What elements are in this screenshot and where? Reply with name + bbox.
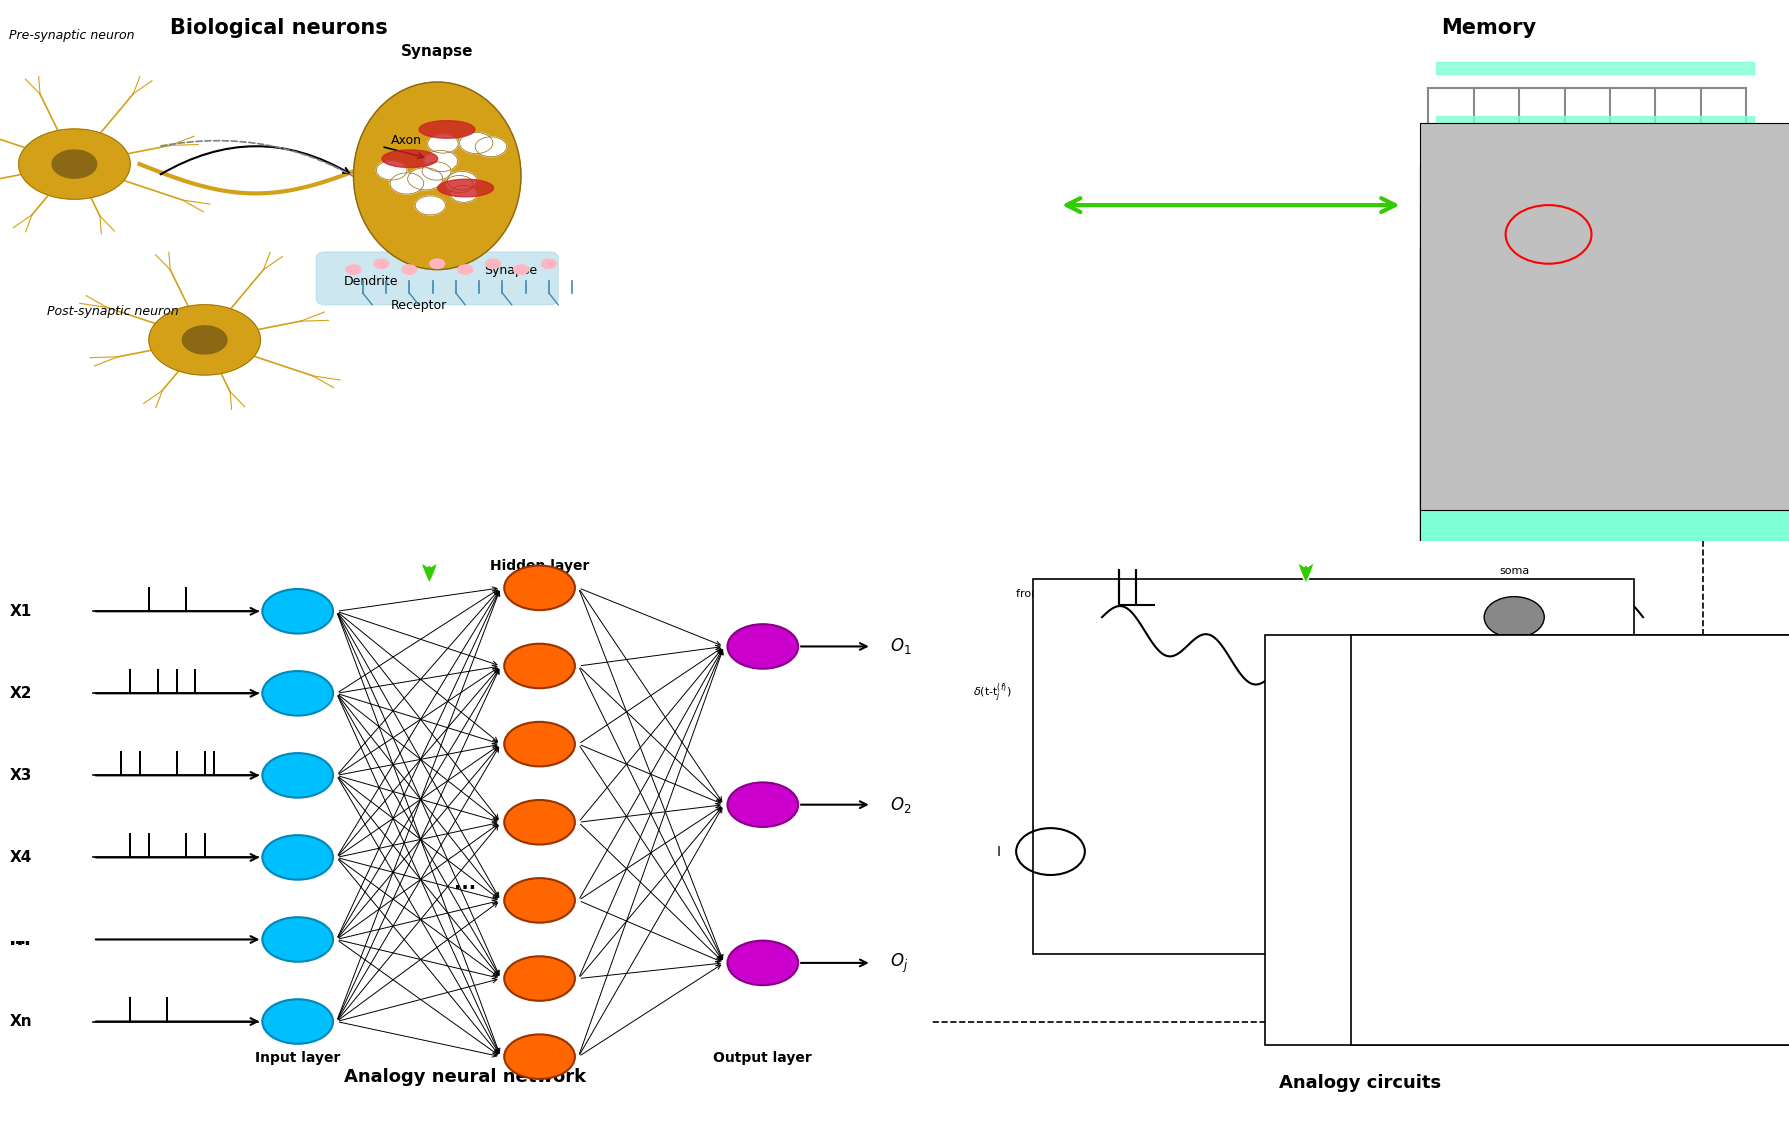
Text: Post-synaptic neuron: Post-synaptic neuron [47,304,179,318]
Circle shape [422,162,451,180]
Text: Hidden layer: Hidden layer [490,559,589,573]
Text: Axon: Axon [390,134,422,148]
Text: Analogy circuits: Analogy circuits [1279,1074,1440,1092]
FancyBboxPatch shape [1420,123,1789,509]
Text: C: C [1553,833,1562,846]
Text: PbS: PbS [1780,394,1789,405]
Circle shape [374,259,388,268]
Text: R: R [1465,827,1476,841]
FancyBboxPatch shape [1420,247,1789,633]
Circle shape [1485,596,1544,638]
Circle shape [485,259,501,268]
Text: Pre-synaptic neuron: Pre-synaptic neuron [9,29,134,43]
Circle shape [263,917,333,961]
Text: I(t): I(t) [1599,753,1617,763]
Text: Xn: Xn [9,1014,32,1029]
Text: synapse: synapse [1292,659,1336,669]
Circle shape [513,265,528,274]
FancyBboxPatch shape [1265,635,1789,1045]
Circle shape [345,265,361,274]
Text: X2: X2 [9,686,32,701]
Circle shape [263,671,333,716]
FancyBboxPatch shape [691,394,1789,1127]
Text: X3: X3 [9,767,32,783]
Text: ZnO: ZnO [1780,354,1789,364]
Circle shape [429,259,445,268]
Text: Synapse: Synapse [483,264,537,277]
Circle shape [542,259,556,268]
Text: Output layer: Output layer [714,1050,812,1065]
Circle shape [447,171,478,190]
Text: I: I [996,844,1002,859]
Text: Memory: Memory [1440,18,1537,37]
Circle shape [263,835,333,880]
Polygon shape [52,150,97,178]
Text: $O_1$: $O_1$ [891,637,912,656]
Circle shape [415,196,445,215]
Text: Al: Al [1780,477,1789,487]
Circle shape [458,265,472,274]
FancyBboxPatch shape [317,252,558,304]
Polygon shape [182,326,227,354]
Circle shape [504,644,574,689]
Text: $\delta$(t-t$_j^{(f)}$): $\delta$(t-t$_j^{(f)}$) [973,682,1013,706]
Circle shape [445,176,472,193]
Circle shape [504,722,574,766]
FancyBboxPatch shape [1420,287,1789,674]
Circle shape [504,878,574,923]
Text: Memristor: Memristor [1526,516,1623,534]
Text: $\delta$(t-t$_i^{(f)}$): $\delta$(t-t$_i^{(f)}$) [1635,947,1673,967]
FancyBboxPatch shape [1351,635,1789,1045]
Circle shape [428,134,458,153]
Text: soma: soma [1567,730,1598,740]
Text: axon: axon [1050,636,1077,646]
Polygon shape [18,128,131,199]
Text: Dendrite: Dendrite [343,275,399,289]
Circle shape [504,800,574,844]
Polygon shape [148,304,261,375]
Ellipse shape [354,82,521,269]
Circle shape [460,133,494,153]
Text: Synapse: Synapse [401,44,474,59]
Text: Biological neurons: Biological neurons [170,18,388,37]
Circle shape [376,161,406,180]
FancyBboxPatch shape [1420,205,1789,592]
Circle shape [504,957,574,1001]
Text: $O_j$: $O_j$ [891,951,909,975]
Circle shape [504,1035,574,1079]
Circle shape [728,941,798,985]
Circle shape [390,172,424,194]
Circle shape [403,265,417,274]
Circle shape [263,753,333,798]
Text: $\vartheta$: $\vartheta$ [1637,831,1649,849]
Text: ZnO: ZnO [1780,436,1789,445]
Circle shape [728,782,798,827]
Text: Analogy neural network: Analogy neural network [343,1068,587,1086]
Text: X4: X4 [9,850,32,864]
Text: $\alpha$(t-t$_j^{(f)}$): $\alpha$(t-t$_j^{(f)}$) [1385,676,1424,699]
Text: Receptor: Receptor [390,299,447,312]
Circle shape [504,566,574,610]
Text: X1: X1 [9,604,32,619]
FancyBboxPatch shape [1034,579,1635,955]
Text: ITO: ITO [1780,312,1789,322]
Circle shape [424,151,458,171]
Text: ...: ... [9,930,32,949]
Text: from neuron j: from neuron j [1016,588,1091,598]
Text: $O_2$: $O_2$ [891,795,912,815]
Circle shape [476,136,506,157]
Circle shape [263,1000,333,1044]
Circle shape [263,589,333,633]
Text: Input layer: Input layer [256,1050,340,1065]
Text: glass: glass [1463,376,1496,385]
Circle shape [408,168,442,189]
FancyBboxPatch shape [1420,165,1789,551]
Circle shape [728,624,798,668]
Text: ...: ... [9,932,27,947]
Circle shape [451,186,478,203]
Text: ...: ... [454,875,476,894]
Text: soma: soma [1499,566,1530,576]
